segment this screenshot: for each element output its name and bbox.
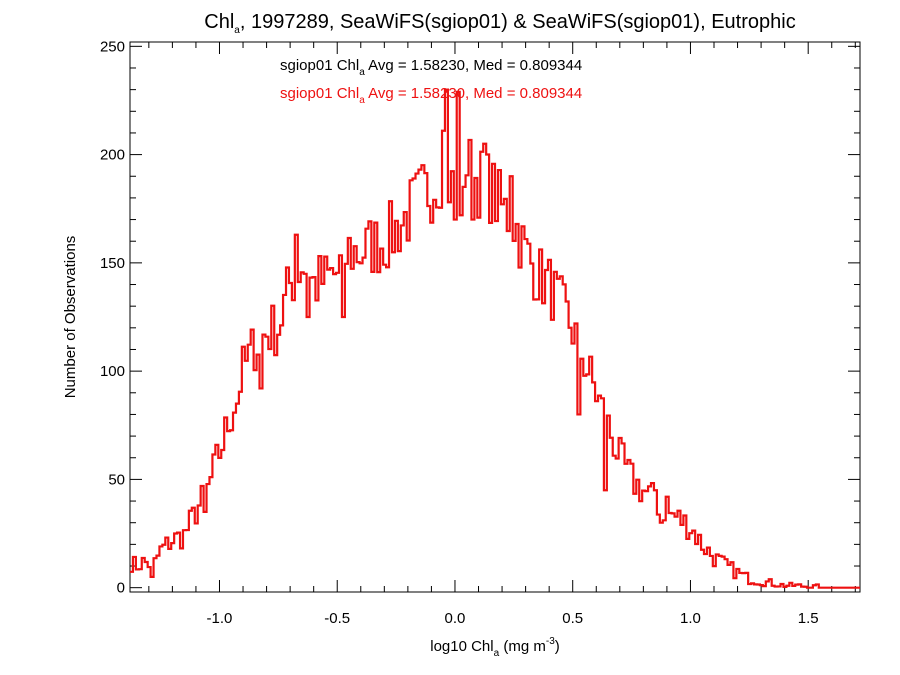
x-axis-ticks (148, 42, 856, 592)
x-tick-label: 0.5 (562, 610, 583, 627)
x-tick-label: 1.0 (680, 610, 701, 627)
y-tick-label: 50 (108, 471, 125, 488)
stats-annotation-black: sgiop01 Chla Avg = 1.58230, Med = 0.8093… (280, 57, 582, 78)
stats-annotation-red: sgiop01 Chla Avg = 1.58230, Med = 0.8093… (280, 85, 582, 106)
histogram-series-sgiop01 (130, 88, 860, 589)
y-tick-label: 0 (117, 580, 125, 597)
x-axis-tick-labels: -1.0 -0.5 0.0 0.5 1.0 1.5 (207, 610, 819, 627)
x-tick-label: -1.0 (207, 610, 233, 627)
y-axis-label: Number of Observations (62, 236, 79, 399)
y-tick-label: 100 (100, 363, 125, 380)
y-axis-tick-labels: 0 50 100 150 200 250 (100, 38, 125, 596)
chart-title: Chla, 1997289, SeaWiFS(sgiop01) & SeaWiF… (204, 11, 795, 36)
y-tick-label: 250 (100, 38, 125, 55)
y-tick-label: 200 (100, 147, 125, 164)
plot-frame (129, 41, 861, 593)
x-axis-label: log10 Chla (mg m-3) (430, 636, 560, 659)
x-tick-label: -0.5 (324, 610, 350, 627)
y-axis-ticks (130, 45, 860, 589)
x-tick-label: 0.0 (445, 610, 466, 627)
y-tick-label: 150 (100, 255, 125, 272)
x-tick-label: 1.5 (798, 610, 819, 627)
